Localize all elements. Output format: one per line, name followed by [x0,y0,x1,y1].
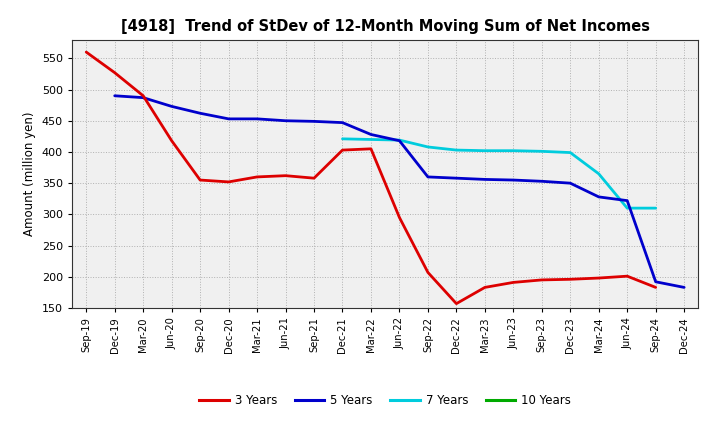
5 Years [623,198,631,203]
5 Years [167,104,176,109]
3 Years [537,277,546,282]
Line: 5 Years: 5 Years [114,96,684,287]
3 Years [595,275,603,281]
3 Years [139,93,148,99]
7 Years [652,205,660,211]
5 Years [139,95,148,100]
7 Years [366,137,375,142]
7 Years [509,148,518,154]
3 Years [366,146,375,151]
5 Years [423,174,432,180]
3 Years [196,177,204,183]
5 Years [225,116,233,121]
7 Years [395,137,404,143]
3 Years [566,277,575,282]
5 Years [253,116,261,121]
5 Years [310,119,318,124]
5 Years [537,179,546,184]
3 Years [82,49,91,55]
7 Years [338,136,347,142]
5 Years [480,177,489,182]
3 Years [338,147,347,153]
7 Years [537,149,546,154]
Title: [4918]  Trend of StDev of 12-Month Moving Sum of Net Incomes: [4918] Trend of StDev of 12-Month Moving… [121,19,649,34]
5 Years [652,279,660,284]
3 Years [310,176,318,181]
3 Years [509,280,518,285]
7 Years [623,205,631,211]
5 Years [452,176,461,181]
Line: 3 Years: 3 Years [86,52,656,304]
5 Years [509,177,518,183]
5 Years [566,180,575,186]
3 Years [480,285,489,290]
5 Years [366,132,375,137]
3 Years [110,70,119,75]
5 Years [282,118,290,123]
7 Years [595,171,603,176]
3 Years [623,274,631,279]
7 Years [480,148,489,154]
7 Years [423,144,432,150]
7 Years [452,147,461,153]
3 Years [395,215,404,220]
Legend: 3 Years, 5 Years, 7 Years, 10 Years: 3 Years, 5 Years, 7 Years, 10 Years [194,389,576,411]
3 Years [225,179,233,184]
5 Years [680,285,688,290]
3 Years [423,270,432,275]
3 Years [253,174,261,180]
3 Years [167,138,176,143]
5 Years [338,120,347,125]
5 Years [110,93,119,99]
Line: 7 Years: 7 Years [343,139,656,208]
3 Years [452,301,461,306]
3 Years [282,173,290,178]
5 Years [196,110,204,116]
5 Years [595,194,603,199]
5 Years [395,138,404,143]
7 Years [566,150,575,155]
3 Years [652,285,660,290]
Y-axis label: Amount (million yen): Amount (million yen) [23,112,36,236]
